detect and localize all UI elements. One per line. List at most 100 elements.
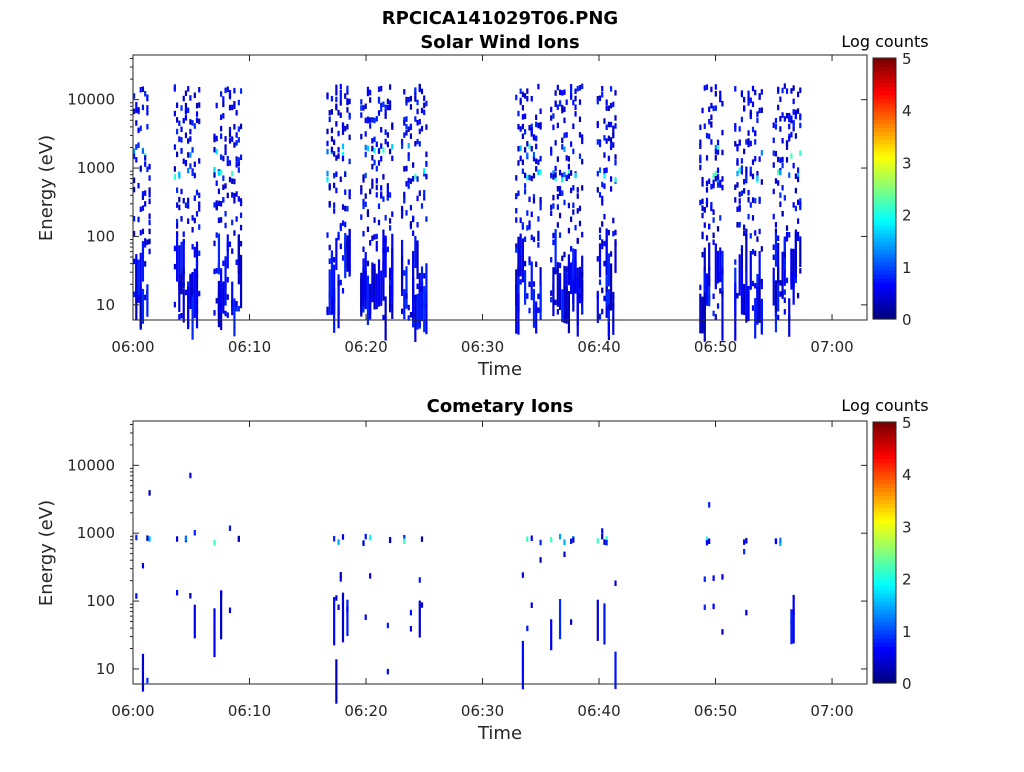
heatmap-cell bbox=[391, 253, 394, 301]
heatmap-cell bbox=[558, 100, 562, 106]
heatmap-cell bbox=[423, 171, 426, 177]
heatmap-cell bbox=[366, 90, 370, 97]
y-tick-label: 1000 bbox=[77, 159, 115, 177]
heatmap-cell bbox=[777, 180, 780, 186]
heatmap-cell bbox=[239, 224, 243, 231]
heatmap-cell bbox=[699, 284, 702, 291]
heatmap-cell bbox=[537, 159, 540, 165]
solar-wind-panel: Solar Wind Ions 06:00 06:10 06:20 06:30 06:4… bbox=[36, 32, 929, 380]
heatmap-cell bbox=[561, 104, 564, 111]
heatmap-cell bbox=[612, 142, 615, 148]
colorbar-segment bbox=[873, 184, 896, 190]
heatmap-cell bbox=[563, 539, 566, 546]
heatmap-cell bbox=[375, 273, 378, 310]
heatmap-cell bbox=[779, 540, 782, 547]
heatmap-cell bbox=[605, 167, 608, 173]
y-ticks: 10 100 1000 10000 bbox=[67, 423, 867, 678]
heatmap-cell bbox=[601, 85, 604, 92]
heatmap-cell bbox=[607, 121, 610, 128]
heatmap-cell bbox=[144, 90, 147, 97]
heatmap-cell bbox=[712, 575, 715, 581]
heatmap-cell bbox=[375, 178, 378, 184]
heatmap-cell bbox=[524, 260, 527, 267]
heatmap-cell bbox=[751, 126, 755, 133]
heatmap-cell bbox=[382, 174, 385, 180]
colorbar-segment bbox=[873, 629, 896, 635]
colorbar-segment bbox=[873, 90, 896, 96]
heatmap-cell bbox=[377, 259, 381, 307]
heatmap-cell bbox=[369, 188, 372, 195]
colorbar-segment bbox=[873, 290, 896, 296]
heatmap-cell bbox=[391, 122, 394, 128]
heatmap-cell bbox=[708, 295, 711, 301]
heatmap-cell bbox=[213, 172, 216, 178]
heatmap-cell bbox=[330, 250, 334, 298]
heatmap-cell bbox=[708, 118, 711, 125]
heatmap-cell bbox=[423, 273, 426, 279]
heatmap-cell bbox=[382, 101, 385, 108]
x-tick-label: 06:40 bbox=[577, 702, 620, 720]
heatmap-cell bbox=[366, 275, 370, 326]
panel-title: Solar Wind Ions bbox=[420, 32, 579, 53]
heatmap-cell bbox=[796, 218, 800, 224]
colorbar-tick-label: 0 bbox=[902, 675, 912, 693]
heatmap-cell bbox=[360, 185, 363, 191]
heatmap-cell bbox=[369, 97, 372, 103]
heatmap-cell bbox=[180, 105, 183, 111]
heatmap-cell bbox=[581, 280, 584, 315]
heatmap-cell bbox=[148, 238, 151, 245]
heatmap-cell bbox=[146, 109, 149, 116]
heatmap-cell bbox=[148, 536, 151, 542]
heatmap-cell bbox=[716, 144, 720, 150]
colorbar-segment bbox=[873, 556, 896, 562]
heatmap-cell bbox=[574, 172, 577, 179]
heatmap-cell bbox=[337, 153, 340, 159]
heatmap-cell bbox=[760, 179, 763, 185]
heatmap-cell bbox=[596, 98, 599, 105]
heatmap-cell bbox=[191, 287, 194, 294]
heatmap-cell bbox=[530, 261, 533, 301]
heatmap-cell bbox=[701, 107, 704, 114]
x-tick-label: 06:50 bbox=[694, 338, 737, 356]
heatmap-cell bbox=[526, 152, 529, 159]
heatmap-cell bbox=[222, 197, 225, 203]
heatmap-cell bbox=[558, 212, 562, 219]
heatmap-cell bbox=[141, 104, 145, 111]
heatmap-cell bbox=[403, 132, 406, 138]
y-tick-label: 10000 bbox=[67, 91, 115, 109]
heatmap-cell bbox=[703, 604, 706, 610]
heatmap-cell bbox=[749, 109, 752, 116]
heatmap-cell bbox=[788, 315, 791, 321]
colorbar-frame bbox=[872, 421, 897, 684]
heatmap-cell bbox=[561, 176, 564, 183]
heatmap-cell bbox=[716, 149, 720, 155]
heatmap-cell bbox=[217, 200, 221, 207]
heatmap-cell bbox=[388, 148, 392, 155]
heatmap-cell bbox=[213, 268, 216, 275]
heatmap-cell bbox=[198, 86, 201, 93]
heatmap-cell bbox=[405, 266, 408, 309]
heatmap-cell bbox=[550, 210, 553, 217]
heatmap-cell bbox=[537, 242, 540, 248]
heatmap-cell bbox=[743, 230, 746, 236]
heatmap-cell bbox=[614, 580, 617, 586]
heatmap-cell bbox=[328, 269, 331, 315]
heatmap-cell bbox=[144, 201, 147, 207]
heatmap-cell bbox=[239, 200, 243, 207]
heatmap-cell bbox=[237, 160, 240, 167]
heatmap-cell bbox=[601, 528, 604, 534]
heatmap-cell bbox=[758, 107, 761, 114]
colorbar-segment bbox=[873, 564, 896, 570]
heatmap-cell bbox=[563, 285, 566, 324]
heatmap-cell bbox=[779, 157, 782, 163]
heatmap-cell bbox=[339, 100, 342, 106]
heatmap-cell bbox=[738, 254, 741, 296]
heatmap-cell bbox=[530, 123, 533, 130]
heatmap-cell bbox=[535, 166, 538, 172]
heatmap-cell bbox=[515, 217, 518, 223]
heatmap-cell bbox=[736, 206, 739, 213]
colorbar-segment bbox=[873, 479, 896, 484]
heatmap-cell bbox=[561, 137, 564, 144]
heatmap-cell bbox=[222, 101, 225, 108]
heatmap-cell bbox=[231, 281, 234, 316]
